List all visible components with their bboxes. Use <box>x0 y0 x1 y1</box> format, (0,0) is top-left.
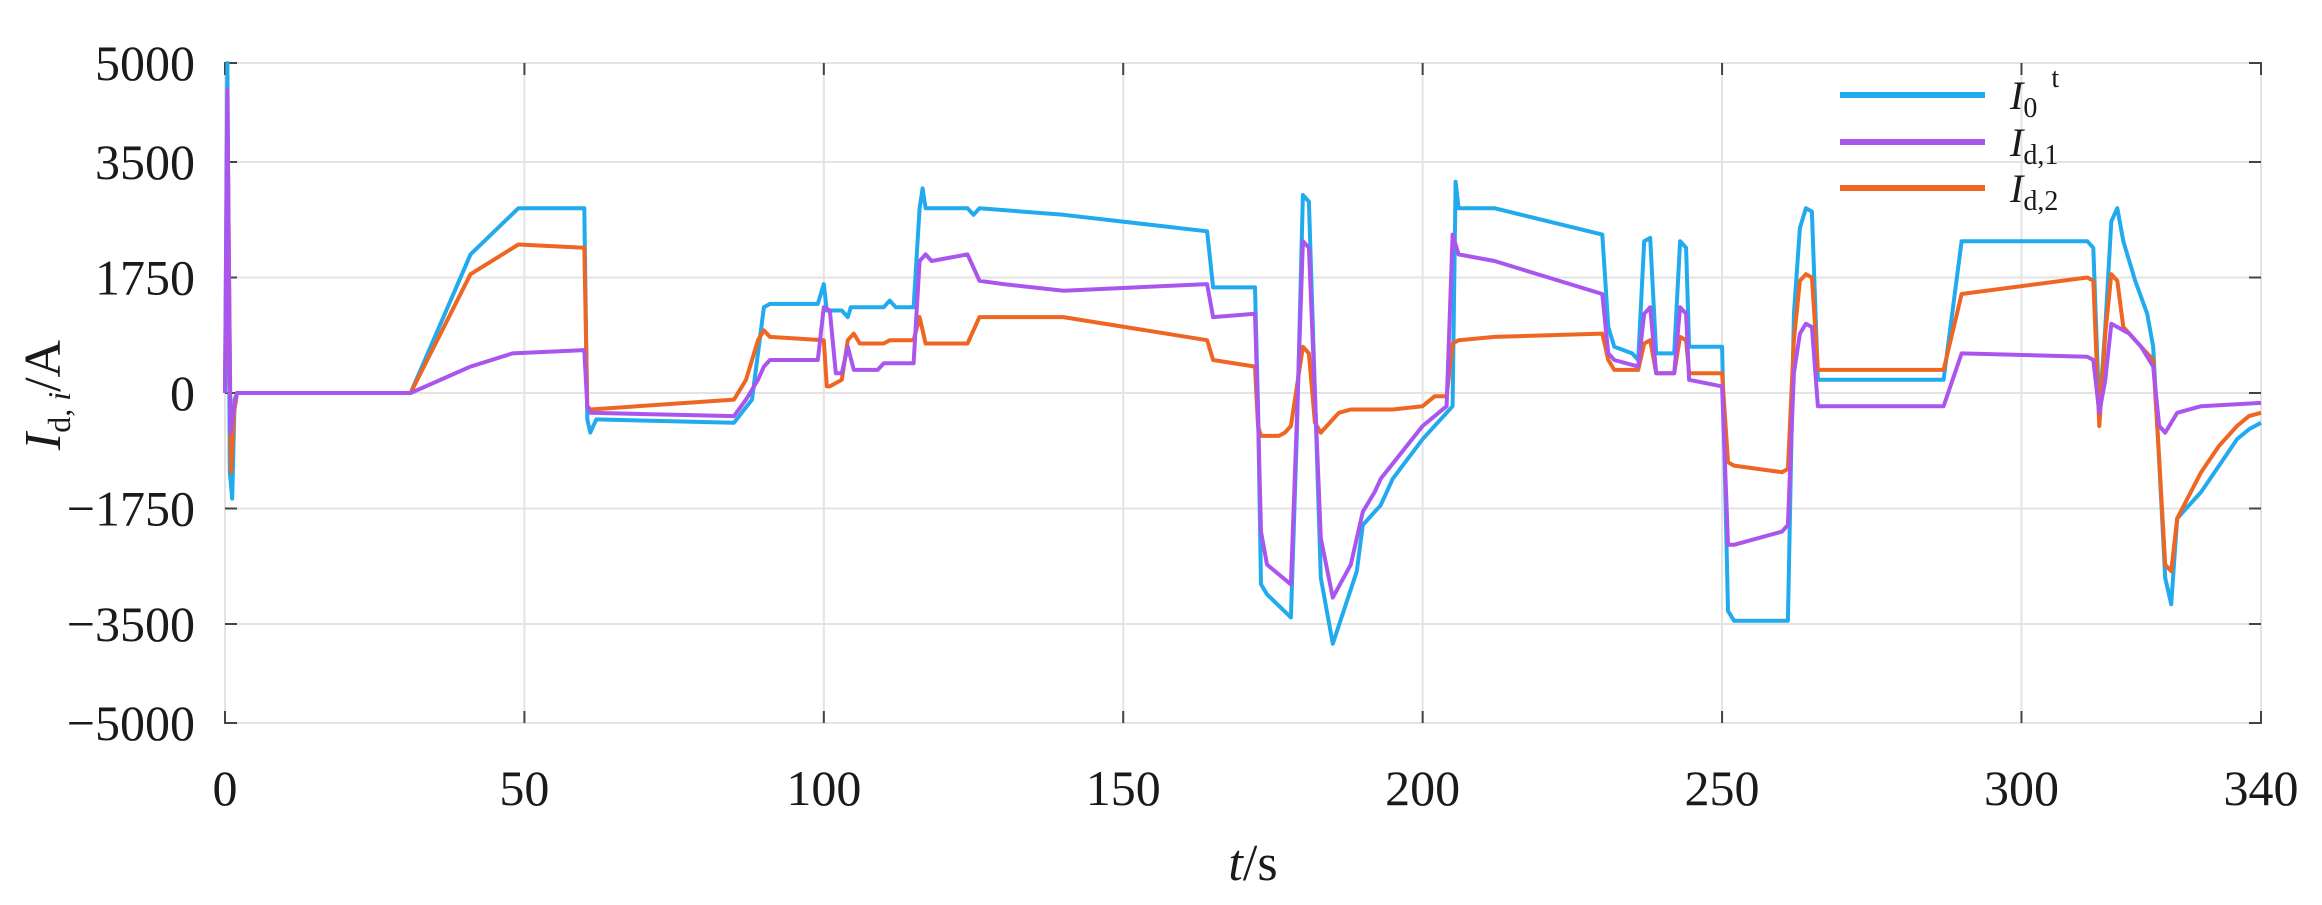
y-tick-label: 3500 <box>95 134 195 190</box>
series-lines <box>223 61 2262 646</box>
y-tick-label: −1750 <box>67 481 195 537</box>
x-tick-label: 250 <box>1685 760 1760 816</box>
y-tick-label: 0 <box>170 365 195 421</box>
x-tick-label: 50 <box>499 760 549 816</box>
y-axis-title: Id, i/A <box>15 339 77 451</box>
x-tick-label: 150 <box>1086 760 1161 816</box>
y-tick-labels: 5000 3500 1750 0 −1750 −3500 −5000 <box>67 35 195 751</box>
y-tick-label: −3500 <box>67 596 195 652</box>
x-tick-label: 100 <box>786 760 861 816</box>
y-tick-label: 1750 <box>95 250 195 306</box>
x-tick-label: 340 <box>2224 760 2299 816</box>
series-line-i0t <box>223 61 2262 646</box>
x-tick-label: 300 <box>1984 760 2059 816</box>
y-tick-label: −5000 <box>67 695 195 751</box>
x-tick-labels: 0 50 100 150 200 250 300 340 <box>213 760 2299 816</box>
grid-lines <box>224 62 2262 724</box>
x-tick-label: 0 <box>213 760 238 816</box>
legend-label: Id,1 <box>2009 120 2058 171</box>
x-tick-label: 200 <box>1385 760 1460 816</box>
series-line-id1 <box>223 87 2262 600</box>
legend-label: Id,2 <box>2009 166 2058 217</box>
y-tick-label: 5000 <box>95 35 195 91</box>
x-axis-title: t/s <box>1228 835 1277 892</box>
axis-ticks <box>224 62 2262 724</box>
svg-text:Id, i/A: Id, i/A <box>15 339 77 451</box>
legend-label: I0t <box>2009 63 2059 124</box>
